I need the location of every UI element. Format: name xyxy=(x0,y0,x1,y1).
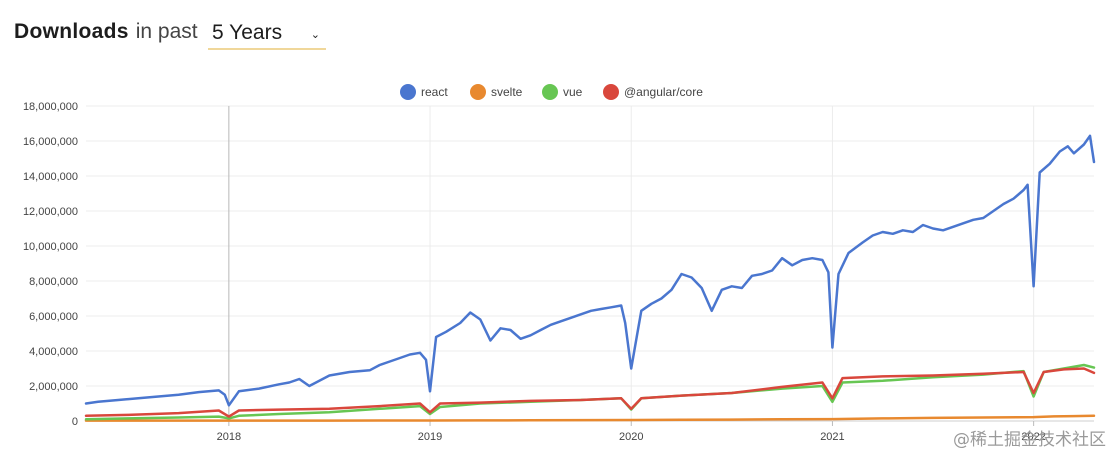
y-tick-label: 16,000,000 xyxy=(23,136,78,148)
legend-label-angular: @angular/core xyxy=(624,85,703,99)
in-past-label: in past xyxy=(135,20,198,43)
series-line-react xyxy=(84,134,1096,407)
y-tick-label: 4,000,000 xyxy=(29,346,78,358)
y-tick-label: 14,000,000 xyxy=(23,171,78,183)
period-value: 5 Years xyxy=(212,21,283,44)
y-tick-label: 12,000,000 xyxy=(23,206,78,218)
period-select[interactable]: 5 Years ⌄ xyxy=(208,20,326,50)
y-tick-label: 2,000,000 xyxy=(29,381,78,393)
y-tick-label: 18,000,000 xyxy=(23,101,78,113)
watermark: @稀土掘金技术社区 xyxy=(953,430,1106,450)
downloads-header: Downloads in past xyxy=(14,20,198,50)
legend-label-vue: vue xyxy=(563,85,583,99)
series-line-svelte xyxy=(84,414,1096,422)
y-tick-label: 0 xyxy=(72,416,78,428)
downloads-title: Downloads xyxy=(14,20,129,43)
legend-marker-angular xyxy=(603,84,619,100)
x-tick-label: 2021 xyxy=(820,431,844,443)
y-tick-label: 8,000,000 xyxy=(29,276,78,288)
legend-label-react: react xyxy=(421,85,448,99)
series-line-angular xyxy=(84,367,1096,418)
x-tick-label: 2022 xyxy=(1021,431,1045,443)
x-tick-label: 2018 xyxy=(217,431,241,443)
legend-marker-svelte xyxy=(470,84,486,100)
legend-marker-react xyxy=(400,84,416,100)
y-tick-label: 10,000,000 xyxy=(23,241,78,253)
legend-marker-vue xyxy=(542,84,558,100)
chevron-down-icon: ⌄ xyxy=(310,29,320,41)
downloads-line-chart: 0 2,000,000 4,000,000 6,000,000 8,000,000 10,… xyxy=(23,84,1096,443)
legend-label-svelte: svelte xyxy=(491,85,523,99)
x-tick-label: 2019 xyxy=(418,431,442,443)
x-tick-label: 2020 xyxy=(619,431,643,443)
y-tick-label: 6,000,000 xyxy=(29,311,78,323)
